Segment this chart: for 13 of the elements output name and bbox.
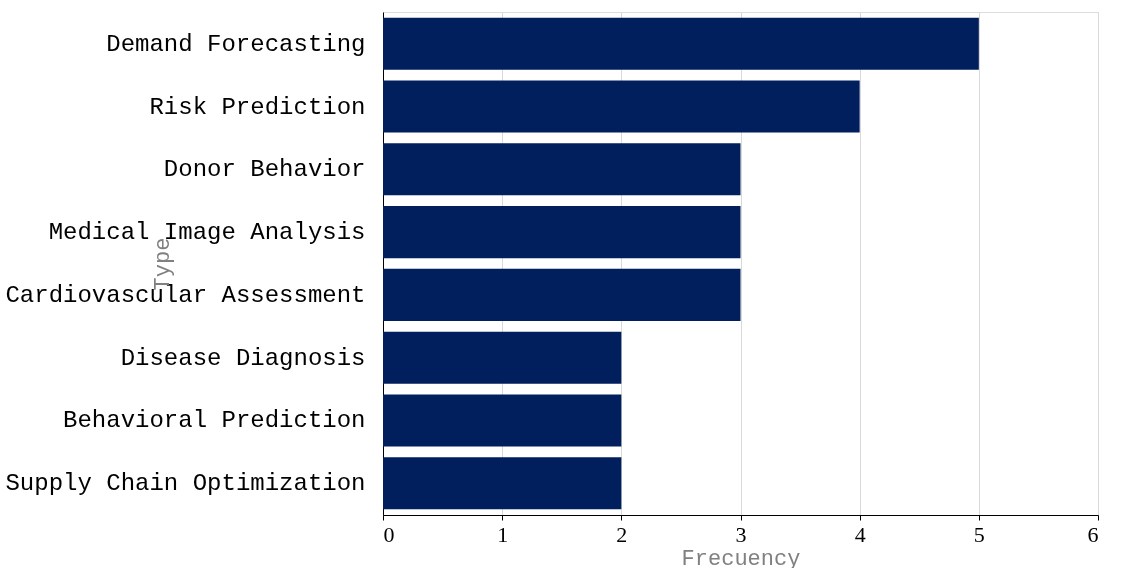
x-tick-label: 3 <box>735 521 747 547</box>
y-tick-label: Disease Diagnosis <box>120 344 366 372</box>
x-tick-label: 4 <box>854 521 866 547</box>
x-tick-label: 0 <box>383 521 395 547</box>
y-tick-label: Behavioral Prediction <box>63 407 366 435</box>
y-tick-label: Supply Chain Optimization <box>5 470 366 498</box>
y-tick-label: Demand Forecasting <box>106 30 366 58</box>
x-tick-label: 5 <box>973 521 985 547</box>
x-tick-label: 6 <box>1087 521 1099 547</box>
y-tick-label: Risk Prediction <box>149 93 366 121</box>
x-tick-label: 1 <box>497 521 509 547</box>
x-tick-label: 2 <box>616 521 628 547</box>
y-tick-label: Donor Behavior <box>163 156 366 184</box>
